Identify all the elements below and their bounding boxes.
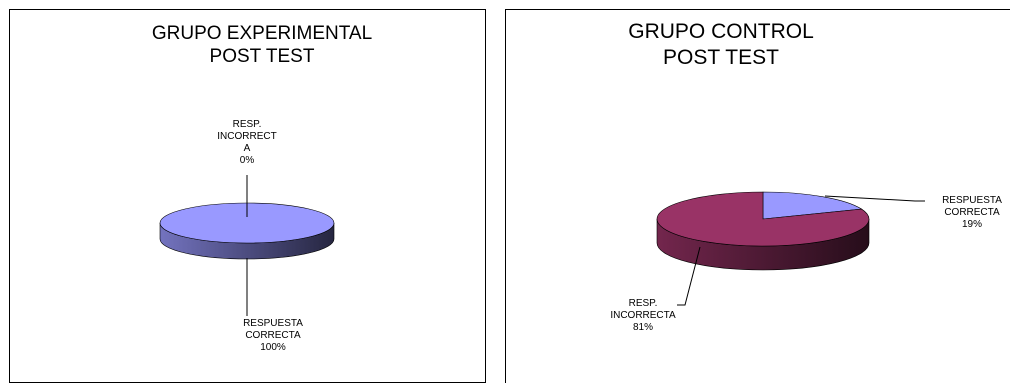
- slice-label-line: CORRECTA: [245, 330, 301, 341]
- slice-label-line: RESP.: [629, 298, 658, 309]
- slice-label: RESPUESTA CORRECTA 100%: [243, 318, 303, 353]
- slice-label-line: INCORRECTA: [610, 310, 676, 321]
- pie-labels: RESP. INCORRECT A 0% RESPUESTA CORRECTA 100%: [217, 119, 303, 353]
- slice-label-line: 100%: [260, 342, 286, 353]
- chart-border: [505, 9, 1010, 383]
- slice-label-line: 0%: [240, 155, 255, 166]
- slice-label-line: RESPUESTA: [243, 318, 303, 329]
- slice-label-line: 81%: [633, 322, 653, 333]
- slice-label-line: RESP.: [233, 119, 262, 130]
- pie-slice-0: [762, 191, 863, 220]
- slice-label-line: A: [244, 143, 251, 154]
- pie-group: [656, 191, 870, 271]
- slice-label-line: 19%: [962, 219, 982, 230]
- slice-label-line: RESPUESTA: [942, 195, 1002, 206]
- slice-label: RESP. INCORRECTA 81%: [610, 298, 676, 333]
- chart-title-line-2: POST TEST: [210, 46, 315, 67]
- leader-line: [824, 195, 925, 202]
- pie-chart-control: GRUPO CONTROL POST TEST RESPUESTA CORRECT…: [505, 9, 1010, 383]
- pie-chart-experimental: GRUPO EXPERIMENTAL POST TEST RESP. INCORR…: [9, 9, 486, 383]
- pie-labels: RESPUESTA CORRECTA 19% RESP. INCORRECTA 81%: [610, 195, 1002, 333]
- chart-panel-control: GRUPO CONTROL POST TEST RESPUESTA CORRECT…: [505, 0, 1010, 383]
- chart-title-line-2: POST TEST: [663, 46, 779, 69]
- pie-slice-1: [656, 191, 870, 247]
- slice-label-line: INCORRECT: [217, 131, 276, 142]
- slice-label-line: CORRECTA: [944, 207, 1000, 218]
- chart-title-line-1: GRUPO EXPERIMENTAL: [152, 23, 372, 44]
- slice-label: RESPUESTA CORRECTA 19%: [942, 195, 1002, 230]
- leader-line: [677, 246, 701, 306]
- chart-panel-experimental: GRUPO EXPERIMENTAL POST TEST RESP. INCORR…: [0, 0, 487, 383]
- slice-label: RESP. INCORRECT A 0%: [217, 119, 276, 166]
- chart-title-line-1: GRUPO CONTROL: [628, 20, 814, 43]
